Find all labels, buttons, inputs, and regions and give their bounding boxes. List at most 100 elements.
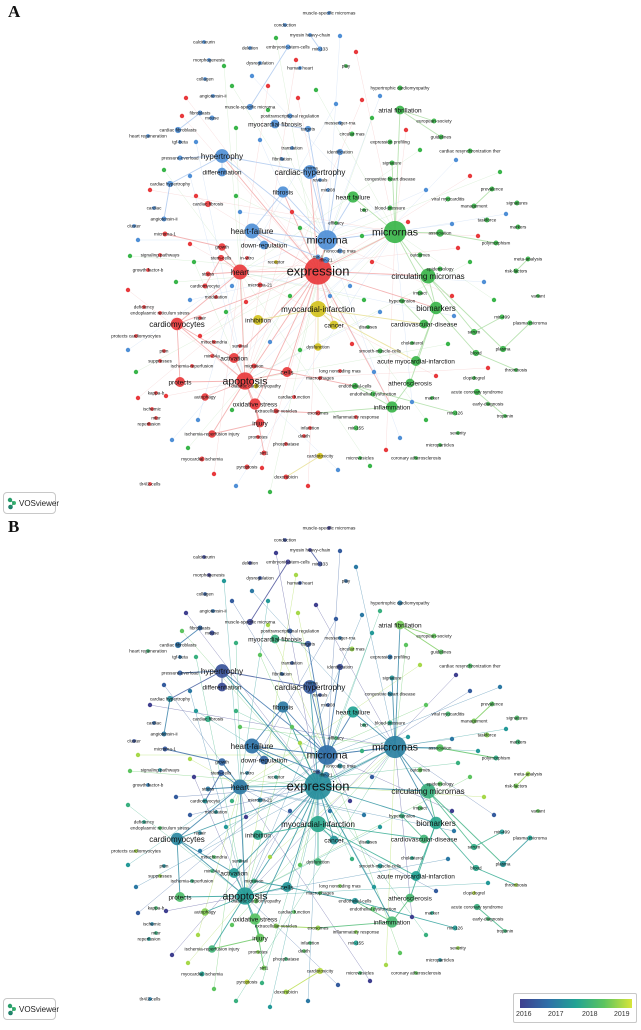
- minor-term-node[interactable]: [485, 880, 491, 886]
- term-node-human-heart[interactable]: [298, 66, 302, 70]
- minor-term-node[interactable]: [267, 1004, 273, 1010]
- term-node-heart-failure[interactable]: [244, 738, 260, 754]
- minor-term-node[interactable]: [349, 856, 355, 862]
- term-node-myocardial-infarction[interactable]: [309, 300, 327, 318]
- minor-term-node[interactable]: [223, 309, 229, 315]
- minor-term-node[interactable]: [229, 598, 235, 604]
- term-node-severity[interactable]: [456, 431, 460, 435]
- term-node-hypertrophy[interactable]: [215, 149, 229, 163]
- minor-term-node[interactable]: [353, 49, 359, 55]
- term-node-fibroblasts[interactable]: [197, 110, 203, 116]
- minor-term-node[interactable]: [347, 283, 353, 289]
- minor-term-node[interactable]: [449, 293, 455, 299]
- term-node-heart-failure-2[interactable]: [347, 706, 359, 718]
- minor-term-node[interactable]: [333, 101, 339, 107]
- minor-term-node[interactable]: [273, 550, 279, 556]
- minor-term-node[interactable]: [369, 630, 375, 636]
- term-node-muscle-specific-micrornas[interactable]: [327, 526, 331, 530]
- minor-term-node[interactable]: [491, 812, 497, 818]
- term-node-diabetic-cardiomyopathy[interactable]: [253, 898, 259, 904]
- term-node-deficiency[interactable]: [142, 820, 146, 824]
- minor-term-node[interactable]: [125, 347, 131, 353]
- term-node-modulation[interactable]: [214, 295, 218, 299]
- term-node-signature[interactable]: [389, 160, 395, 166]
- term-node-myosin-heavy-chain[interactable]: [308, 33, 312, 37]
- term-node-infarction[interactable]: [308, 941, 312, 945]
- term-node-management[interactable]: [471, 203, 477, 209]
- term-node-thrombosis[interactable]: [514, 883, 518, 887]
- term-node-acute-coronary-syndrome[interactable]: [473, 388, 481, 396]
- term-node-micrornas[interactable]: [383, 220, 407, 244]
- term-node-early-diagnosis[interactable]: [486, 402, 490, 406]
- term-node-death[interactable]: [302, 949, 306, 953]
- minor-term-node[interactable]: [449, 808, 455, 814]
- term-node-endothelial-dysfunction[interactable]: [370, 906, 376, 912]
- term-node-cholesterol[interactable]: [410, 856, 414, 860]
- term-node-repair[interactable]: [198, 316, 202, 320]
- term-node-heart[interactable]: [232, 264, 248, 280]
- minor-term-node[interactable]: [221, 63, 227, 69]
- minor-term-node[interactable]: [187, 812, 193, 818]
- term-node-pressure-overload[interactable]: [177, 155, 183, 161]
- term-node-long-noncoding-rnas[interactable]: [338, 369, 342, 373]
- minor-term-node[interactable]: [467, 688, 473, 694]
- term-node-morphogenesis[interactable]: [207, 58, 211, 62]
- minor-term-node[interactable]: [359, 612, 365, 618]
- minor-term-node[interactable]: [497, 684, 503, 690]
- term-node-myocardial-fibrosis[interactable]: [270, 119, 280, 129]
- minor-term-node[interactable]: [233, 483, 239, 489]
- term-node-association[interactable]: [436, 744, 444, 752]
- term-node-collagen[interactable]: [203, 592, 207, 596]
- minor-term-node[interactable]: [369, 774, 375, 780]
- minor-term-node[interactable]: [267, 854, 273, 860]
- minor-term-node[interactable]: [133, 369, 139, 375]
- term-node-inflammation[interactable]: [386, 401, 398, 413]
- term-node-mouse[interactable]: [209, 630, 215, 636]
- term-node-er-stress[interactable]: [158, 826, 162, 830]
- minor-term-node[interactable]: [257, 652, 263, 658]
- term-node-cardiac-hypertrophy-2[interactable]: [166, 180, 174, 188]
- minor-term-node[interactable]: [481, 794, 487, 800]
- term-node-microrna[interactable]: [317, 230, 337, 250]
- term-node-congestive-heart-disease[interactable]: [387, 176, 393, 182]
- minor-term-node[interactable]: [305, 998, 311, 1004]
- term-node-heart-failure[interactable]: [244, 223, 260, 239]
- term-node-mtor[interactable]: [154, 931, 158, 935]
- term-node-markers[interactable]: [515, 739, 521, 745]
- term-node-plasma-microrna[interactable]: [527, 835, 533, 841]
- term-node-cancer[interactable]: [329, 320, 339, 330]
- minor-term-node[interactable]: [497, 169, 503, 175]
- term-node-cluster[interactable]: [132, 739, 136, 743]
- term-node-cardiac-resync[interactable]: [467, 663, 473, 669]
- term-node-mir-126[interactable]: [452, 925, 458, 931]
- term-node-tgf-beta[interactable]: [178, 655, 182, 659]
- term-node-phosphatase[interactable]: [284, 957, 288, 961]
- minor-term-node[interactable]: [467, 259, 473, 265]
- term-node-signaling-pathways[interactable]: [158, 253, 162, 257]
- term-node-cluster[interactable]: [132, 224, 136, 228]
- term-node-hypertrophic-cardiomyopathy[interactable]: [397, 600, 403, 606]
- term-node-translation[interactable]: [290, 146, 294, 150]
- term-node-cardiac-function[interactable]: [292, 910, 296, 914]
- minor-term-node[interactable]: [267, 489, 273, 495]
- term-node-plasma-microrna[interactable]: [527, 320, 533, 326]
- minor-term-node[interactable]: [233, 125, 239, 131]
- term-node-tlr2[interactable]: [148, 997, 152, 1001]
- term-node-microrna-1[interactable]: [162, 746, 168, 752]
- term-node-exosomes[interactable]: [315, 410, 321, 416]
- term-node-suppresses[interactable]: [158, 874, 162, 878]
- term-node-embryonic-stem-cells[interactable]: [285, 559, 291, 565]
- minor-term-node[interactable]: [337, 33, 343, 39]
- minor-term-node[interactable]: [313, 87, 319, 93]
- minor-term-node[interactable]: [259, 465, 265, 471]
- minor-term-node[interactable]: [195, 932, 201, 938]
- term-node-troponin[interactable]: [503, 414, 507, 418]
- term-node-activation[interactable]: [229, 868, 239, 878]
- term-node-promotes[interactable]: [256, 950, 260, 954]
- term-node-mir-34a[interactable]: [210, 869, 214, 873]
- term-node-stress[interactable]: [205, 786, 211, 792]
- term-node-mir-208[interactable]: [326, 703, 330, 707]
- minor-term-node[interactable]: [449, 736, 455, 742]
- minor-term-node[interactable]: [267, 339, 273, 345]
- term-node-guidelines[interactable]: [438, 134, 444, 140]
